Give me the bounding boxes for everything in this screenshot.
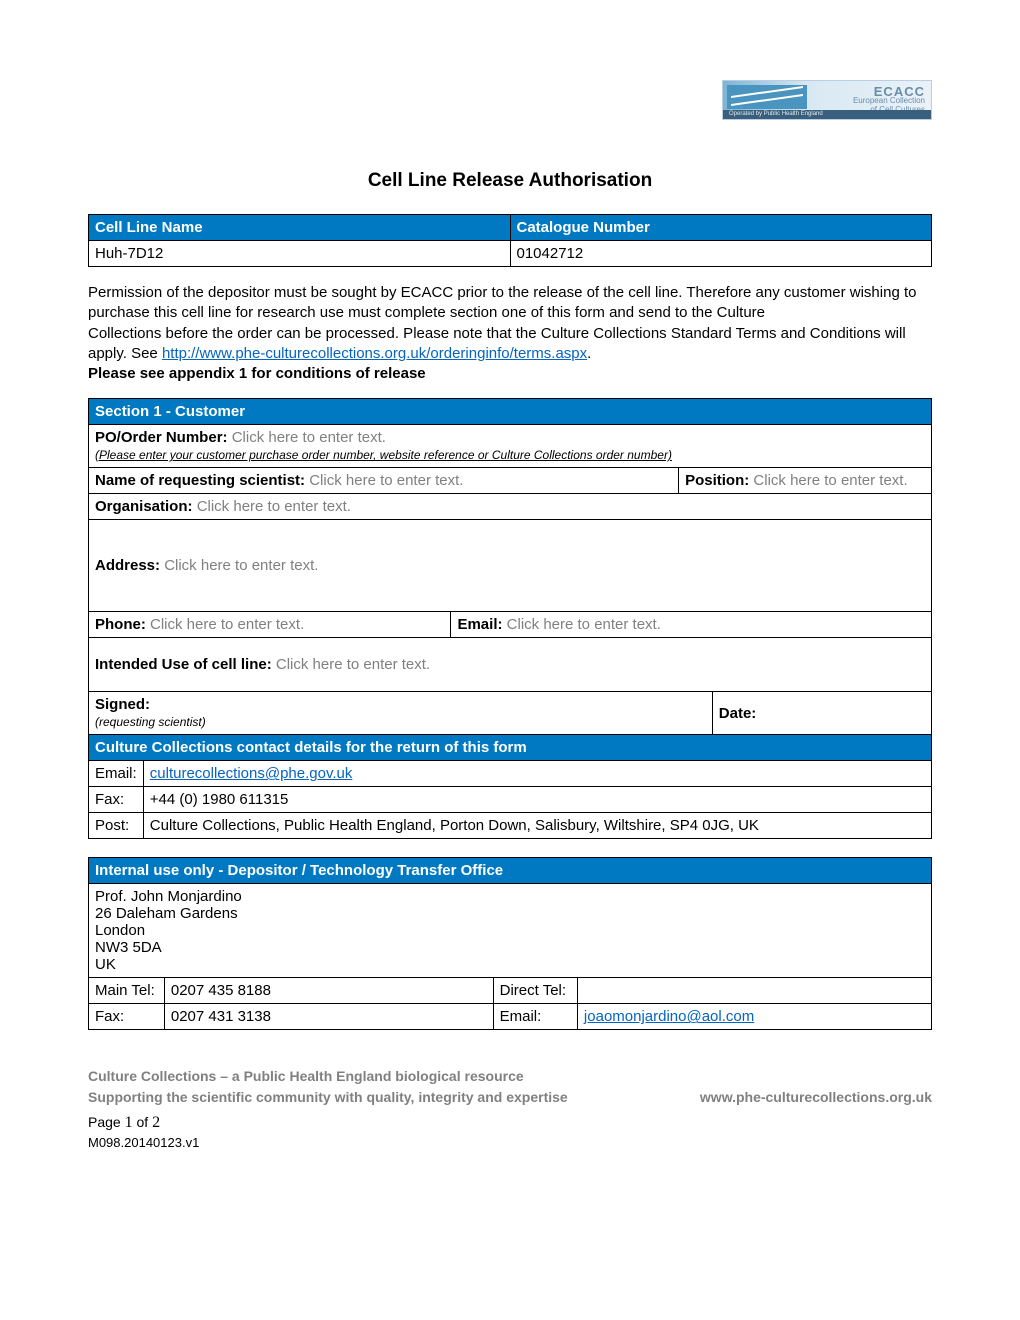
page: ECACC European Collection of Cell Cultur… <box>0 0 1020 1320</box>
contact-post-label: Post: <box>89 813 144 839</box>
footer-url: www.phe-culturecollections.org.uk <box>660 1087 932 1107</box>
contact-header: Culture Collections contact details for … <box>89 735 932 761</box>
signed-cell[interactable]: Signed: (requesting scientist) <box>89 692 713 735</box>
page-title: Cell Line Release Authorisation <box>88 170 932 192</box>
footer: Culture Collections – a Public Health En… <box>88 1066 932 1153</box>
phone-cell[interactable]: Phone: Click here to enter text. <box>89 612 451 638</box>
internal-header: Internal use only - Depositor / Technolo… <box>89 858 932 884</box>
catalogue-number-value: 01042712 <box>510 241 932 267</box>
intended-use-cell[interactable]: Intended Use of cell line: Click here to… <box>89 638 932 692</box>
page-number: Page 1 of 2 <box>88 1111 932 1134</box>
main-tel-label: Main Tel: <box>89 978 165 1004</box>
internal-email-label: Email: <box>493 1004 577 1030</box>
footer-line1: Culture Collections – a Public Health En… <box>88 1066 932 1086</box>
email-cell[interactable]: Email: Click here to enter text. <box>451 612 932 638</box>
contact-email-link[interactable]: culturecollections@phe.gov.uk <box>150 765 353 782</box>
direct-tel-label: Direct Tel: <box>493 978 577 1004</box>
po-order-cell[interactable]: PO/Order Number: Click here to enter tex… <box>89 425 932 468</box>
logo-line1: European Collection <box>853 96 925 105</box>
cell-line-name-value: Huh-7D12 <box>89 241 511 267</box>
doc-id: M098.20140123.v1 <box>88 1134 932 1153</box>
cell-line-table: Cell Line Name Catalogue Number Huh-7D12… <box>88 214 932 267</box>
col-catalogue-number: Catalogue Number <box>510 215 932 241</box>
logo-bar: Operated by Public Health England <box>723 110 931 119</box>
internal-email-link[interactable]: joaomonjardino@aol.com <box>584 1008 754 1025</box>
main-tel-value: 0207 435 8188 <box>164 978 493 1004</box>
terms-link[interactable]: http://www.phe-culturecollections.org.uk… <box>162 345 587 362</box>
contact-fax-label: Fax: <box>89 787 144 813</box>
logo-acronym: ECACC <box>853 87 925 96</box>
footer-line2: Supporting the scientific community with… <box>88 1087 568 1107</box>
internal-fax-label: Fax: <box>89 1004 165 1030</box>
ecacc-logo: ECACC European Collection of Cell Cultur… <box>722 80 932 120</box>
contact-post-value: Culture Collections, Public Health Engla… <box>143 813 931 839</box>
position-cell[interactable]: Position: Click here to enter text. <box>679 468 932 494</box>
intro-text: Permission of the depositor must be soug… <box>88 283 932 384</box>
internal-table: Internal use only - Depositor / Technolo… <box>88 857 932 1030</box>
internal-fax-value: 0207 431 3138 <box>164 1004 493 1030</box>
direct-tel-value <box>577 978 931 1004</box>
appendix-note: Please see appendix 1 for conditions of … <box>88 365 426 382</box>
organisation-cell[interactable]: Organisation: Click here to enter text. <box>89 494 932 520</box>
section1-table: Section 1 - Customer PO/Order Number: Cl… <box>88 398 932 839</box>
scientist-name-cell[interactable]: Name of requesting scientist: Click here… <box>89 468 679 494</box>
date-cell[interactable]: Date: <box>712 692 931 735</box>
col-cell-line-name: Cell Line Name <box>89 215 511 241</box>
contact-fax-value: +44 (0) 1980 611315 <box>143 787 931 813</box>
depositor-address: Prof. John Monjardino 26 Daleham Gardens… <box>89 884 932 978</box>
contact-email-label: Email: <box>89 761 144 787</box>
section1-header: Section 1 - Customer <box>89 399 932 425</box>
address-cell[interactable]: Address: Click here to enter text. <box>89 520 932 612</box>
